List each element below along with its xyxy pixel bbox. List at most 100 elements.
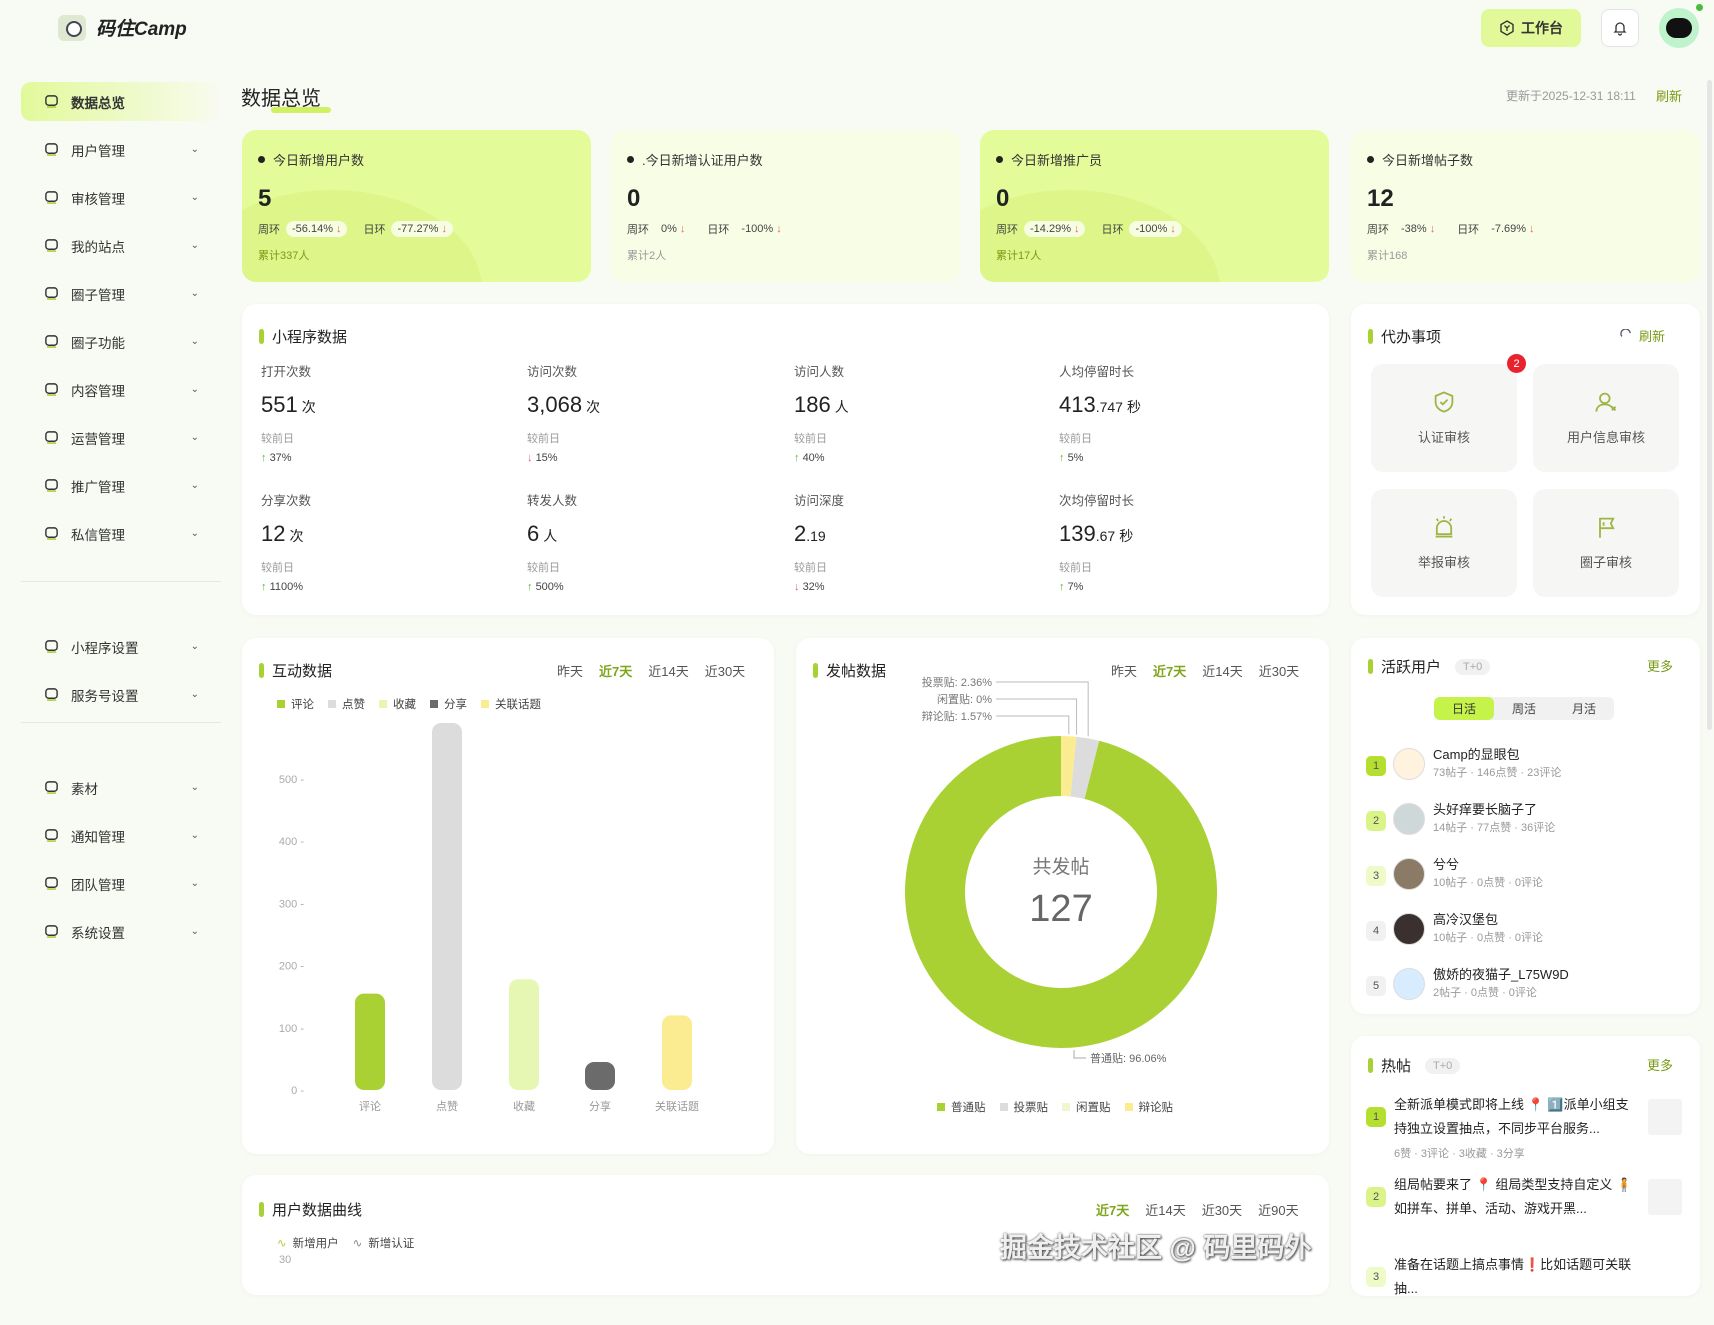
active-user-row[interactable]: 1 Camp的显眼包 73帖子 · 146点赞 · 23评论: [1366, 744, 1686, 792]
range-tab[interactable]: 近7天: [599, 664, 633, 679]
settings-icon: [43, 924, 59, 940]
bar-关联话题[interactable]: [662, 1015, 692, 1090]
bar-分享[interactable]: [585, 1062, 615, 1090]
todo-item[interactable]: 用户信息审核: [1533, 364, 1679, 472]
stat-card[interactable]: 今日新增推广员 0 周环 -14.29% ↓ 日环 -100% ↓ 累计17人: [980, 130, 1329, 282]
donut-slice-辩论贴[interactable]: [1061, 736, 1077, 797]
active-users-more-link[interactable]: 更多: [1647, 659, 1674, 674]
sidebar-item-0-7[interactable]: 运营管理 ⌄: [21, 418, 221, 457]
metric-change-value: 500%: [535, 581, 564, 593]
stat-card[interactable]: 今日新增用户数 5 周环 -56.14% ↓ 日环 -77.27% ↓ 累计337人: [242, 130, 591, 282]
range-tab[interactable]: 近30天: [1258, 664, 1300, 679]
period-tab[interactable]: 月活: [1571, 702, 1596, 716]
hot-post-row[interactable]: 1 全新派单模式即将上线 📍 1️⃣派单小组支持独立设置抽点，不同步平台服务...…: [1366, 1093, 1686, 1165]
active-user-row[interactable]: 5 傲娇的夜猫子_L75W9D 2帖子 · 0点赞 · 0评论: [1366, 964, 1686, 1012]
sidebar-item-label: 运营管理: [71, 431, 125, 447]
slice-label: 辩论贴: 1.57%: [922, 709, 993, 723]
active-user-row[interactable]: 4 高冷汉堡包 10帖子 · 0点赞 · 0评论: [1366, 909, 1686, 957]
sidebar-item-0-8[interactable]: 推广管理 ⌄: [21, 466, 221, 505]
sidebar-item-0-4[interactable]: 圈子管理 ⌄: [21, 274, 221, 313]
legend-item[interactable]: 分享: [430, 696, 467, 712]
avatar[interactable]: [1393, 968, 1425, 1000]
sidebar-item-1-0[interactable]: 小程序设置 ⌄: [21, 627, 221, 666]
metric-item: 转发人数 6 人较前日 ↑ 500%: [527, 490, 767, 593]
active-user-row[interactable]: 3 兮兮 10帖子 · 0点赞 · 0评论: [1366, 854, 1686, 902]
stat-value: 12: [1367, 185, 1394, 212]
legend-item[interactable]: 辩论贴: [1124, 1099, 1173, 1115]
user-stats: 14帖子 · 77点赞 · 36评论: [1433, 822, 1556, 834]
sidebar-item-0-3[interactable]: 我的站点 ⌄: [21, 226, 221, 265]
monitor-chart-icon: [43, 94, 59, 110]
user-avatar[interactable]: [1659, 8, 1699, 48]
range-tab[interactable]: 近7天: [1153, 664, 1187, 679]
metric-item: 次均停留时长 139.67 秒较前日 ↑ 7%: [1059, 490, 1299, 593]
sidebar-item-1-1[interactable]: 服务号设置 ⌄: [21, 675, 221, 714]
avatar[interactable]: [1393, 748, 1425, 780]
chevron-down-icon: ⌄: [190, 782, 199, 793]
bar-点赞[interactable]: [432, 723, 462, 1090]
refresh-link[interactable]: 刷新: [1656, 89, 1683, 104]
stat-card[interactable]: 今日新增帖子数 12 周环 -38% ↓ 日环 -7.69% ↓ 累计168: [1351, 130, 1700, 282]
workbench-label: 工作台: [1521, 20, 1563, 36]
sidebar-item-0-9[interactable]: 私信管理 ⌄: [21, 514, 221, 553]
todo-item[interactable]: 圈子审核: [1533, 489, 1679, 597]
bar-收藏[interactable]: [509, 979, 539, 1090]
legend-item[interactable]: 关联话题: [481, 696, 541, 712]
bar-评论[interactable]: [355, 993, 385, 1090]
legend-item[interactable]: 收藏: [379, 696, 416, 712]
sidebar-item-2-2[interactable]: 团队管理 ⌄: [21, 864, 221, 903]
range-tab[interactable]: 近14天: [1202, 664, 1243, 679]
active-user-row[interactable]: 2 头好痒要长脑子了 14帖子 · 77点赞 · 36评论: [1366, 799, 1686, 847]
sidebar-item-2-0[interactable]: 素材 ⌄: [21, 768, 221, 807]
day-ratio: -7.69% ↓: [1485, 221, 1540, 237]
label-leader-line: [996, 698, 1078, 735]
range-tab[interactable]: 昨天: [557, 664, 584, 679]
legend-item[interactable]: 闲置贴: [1062, 1099, 1111, 1115]
todo-item[interactable]: 认证审核: [1371, 364, 1517, 472]
todo-refresh-button[interactable]: 刷新: [1620, 326, 1665, 345]
range-tab[interactable]: 近90天: [1258, 1203, 1299, 1218]
donut-slice-普通贴[interactable]: [905, 736, 1217, 1048]
page-scrollbar[interactable]: [1707, 80, 1712, 730]
sidebar-item-0-6[interactable]: 内容管理 ⌄: [21, 370, 221, 409]
brand-logo[interactable]: 码住Camp: [58, 14, 187, 41]
todo-item[interactable]: 举报审核: [1371, 489, 1517, 597]
metric-number: 186: [794, 392, 831, 417]
hot-posts-more-link[interactable]: 更多: [1647, 1058, 1674, 1073]
workbench-button[interactable]: 工作台: [1481, 9, 1581, 47]
range-tab[interactable]: 近30天: [704, 664, 746, 679]
period-tab[interactable]: 周活: [1511, 702, 1536, 716]
user-name: 头好痒要长脑子了: [1433, 802, 1538, 817]
range-tab[interactable]: 近7天: [1096, 1203, 1130, 1218]
range-tab[interactable]: 近14天: [1145, 1203, 1186, 1218]
interaction-title: 互动数据: [259, 660, 332, 681]
period-tab[interactable]: 日活: [1434, 697, 1494, 720]
legend-item[interactable]: 评论: [277, 696, 314, 712]
range-tab[interactable]: 近30天: [1201, 1203, 1243, 1218]
legend-item[interactable]: 点赞: [328, 696, 365, 712]
metric-change: ↓ 32%: [794, 581, 1034, 593]
sidebar-item-2-1[interactable]: 通知管理 ⌄: [21, 816, 221, 855]
range-tab[interactable]: 近14天: [648, 664, 689, 679]
avatar[interactable]: [1393, 913, 1425, 945]
week-ratio-value: -56.14%: [292, 223, 333, 235]
week-ratio: -56.14% ↓: [286, 221, 348, 237]
legend-item[interactable]: ∿ 新增认证: [353, 1235, 415, 1251]
avatar[interactable]: [1393, 858, 1425, 890]
sidebar-item-0-2[interactable]: 审核管理 ⌄: [21, 178, 221, 217]
legend-item[interactable]: ∿ 新增用户: [277, 1235, 339, 1251]
legend-item[interactable]: 投票贴: [999, 1099, 1048, 1115]
stat-card[interactable]: .今日新增认证用户数 0 周环 0% ↓ 日环 -100% ↓ 累计2人: [611, 130, 960, 282]
team-icon: [43, 876, 59, 892]
sidebar-item-0-5[interactable]: 圈子功能 ⌄: [21, 322, 221, 361]
avatar[interactable]: [1393, 803, 1425, 835]
sidebar-item-0-0[interactable]: 数据总览: [21, 82, 221, 121]
sidebar-item-2-3[interactable]: 系统设置 ⌄: [21, 912, 221, 951]
legend-item[interactable]: 普通贴: [937, 1099, 986, 1115]
range-tab[interactable]: 昨天: [1111, 664, 1138, 679]
donut-slice-投票贴[interactable]: [1070, 736, 1100, 799]
hot-post-row[interactable]: 3 准备在话题上搞点事情❗比如话题可关联抽...: [1366, 1253, 1686, 1325]
hot-post-row[interactable]: 2 组局帖要来了 📍 组局类型支持自定义 🧍如拼车、拼单、活动、游戏开黑...: [1366, 1173, 1686, 1245]
sidebar-item-0-1[interactable]: 用户管理 ⌄: [21, 130, 221, 169]
notifications-button[interactable]: [1601, 9, 1639, 47]
